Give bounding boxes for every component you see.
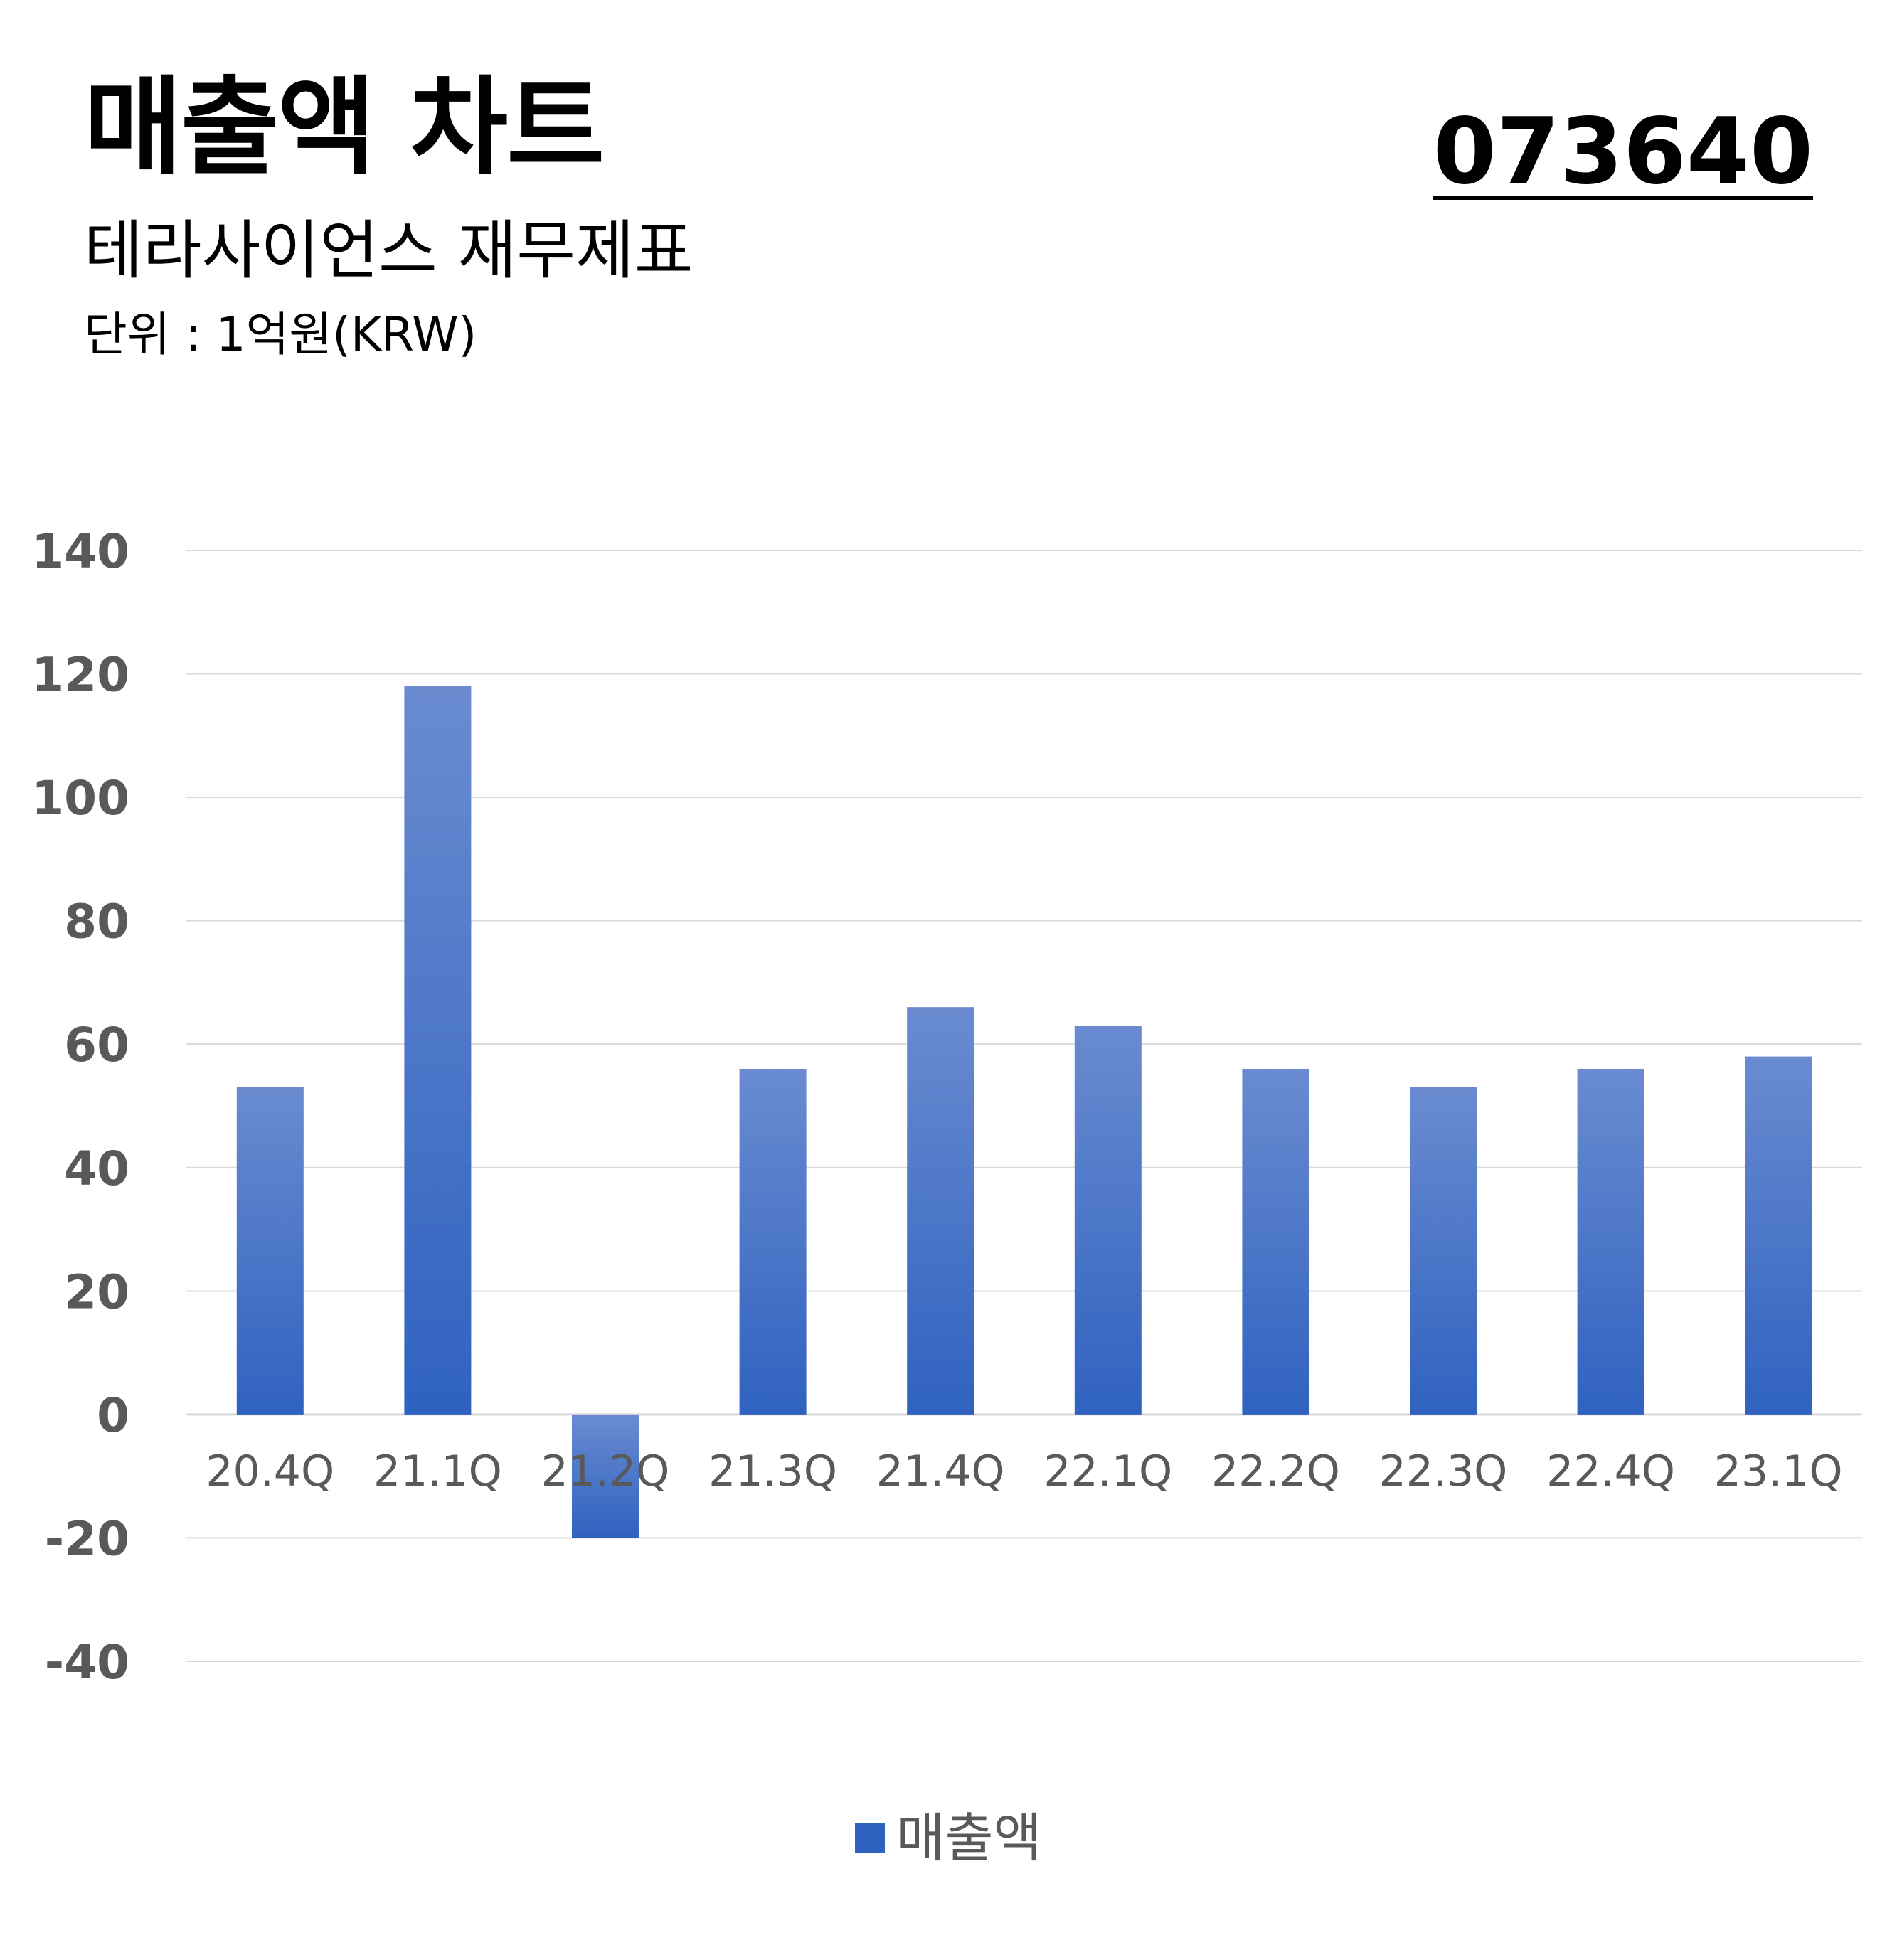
y-tick-label: 0 (97, 1388, 129, 1443)
x-tick-label: 22.4Q (1546, 1447, 1675, 1496)
stock-code[interactable]: 073640 (1433, 99, 1813, 205)
legend-label: 매출액 (896, 1808, 1042, 1869)
bar-22.2Q (1242, 1068, 1309, 1415)
bar-21.3Q (739, 1068, 807, 1415)
bar-21.4Q (907, 1007, 974, 1415)
bar-23.1Q (1745, 1056, 1812, 1415)
x-tick-label: 21.1Q (373, 1447, 502, 1496)
x-tick-label: 21.2Q (541, 1447, 670, 1496)
x-tick-label: 22.2Q (1211, 1447, 1340, 1496)
x-tick-label: 21.4Q (876, 1447, 1005, 1496)
bar-chart: 140 120 100 80 60 40 20 0 -20 -40 20.4Q 21.1Q 21.2Q… (31, 524, 1862, 1690)
bar-22.4Q (1577, 1068, 1644, 1415)
y-axis-ticks: 140 120 100 80 60 40 20 0 -20 -40 (31, 524, 129, 1690)
x-tick-label: 23.1Q (1714, 1447, 1843, 1496)
y-tick-label: 20 (64, 1264, 129, 1319)
y-tick-label: 60 (64, 1018, 129, 1072)
bar-21.1Q (404, 686, 472, 1415)
x-tick-label: 22.3Q (1379, 1447, 1508, 1496)
x-tick-label: 20.4Q (206, 1447, 334, 1496)
x-tick-label: 22.1Q (1043, 1447, 1172, 1496)
x-tick-label: 21.3Q (708, 1447, 837, 1496)
bar-21.2Q (572, 1414, 639, 1538)
page-title: 매출액 차트 (84, 66, 605, 190)
y-tick-label: -40 (45, 1635, 129, 1690)
y-tick-label: -20 (45, 1511, 129, 1566)
y-tick-label: 40 (64, 1141, 129, 1196)
x-axis-ticks: 20.4Q 21.1Q 21.2Q 21.3Q 21.4Q 22.1Q 22.2Q 22.3Q… (206, 1447, 1842, 1496)
y-tick-label: 100 (31, 771, 129, 826)
page-subtitle: 테라사이언스 재무제표 (84, 213, 694, 288)
y-tick-label: 120 (31, 648, 129, 703)
unit-label: 단위 : 1억원(KRW) (84, 307, 477, 362)
y-tick-label: 80 (64, 895, 129, 949)
bars (236, 686, 1812, 1538)
legend: 매출액 (0, 1812, 1897, 1865)
bar-22.1Q (1074, 1026, 1142, 1415)
bar-20.4Q (236, 1087, 304, 1415)
legend-swatch (855, 1823, 886, 1853)
bar-22.3Q (1410, 1087, 1477, 1415)
y-tick-label: 140 (31, 524, 129, 579)
